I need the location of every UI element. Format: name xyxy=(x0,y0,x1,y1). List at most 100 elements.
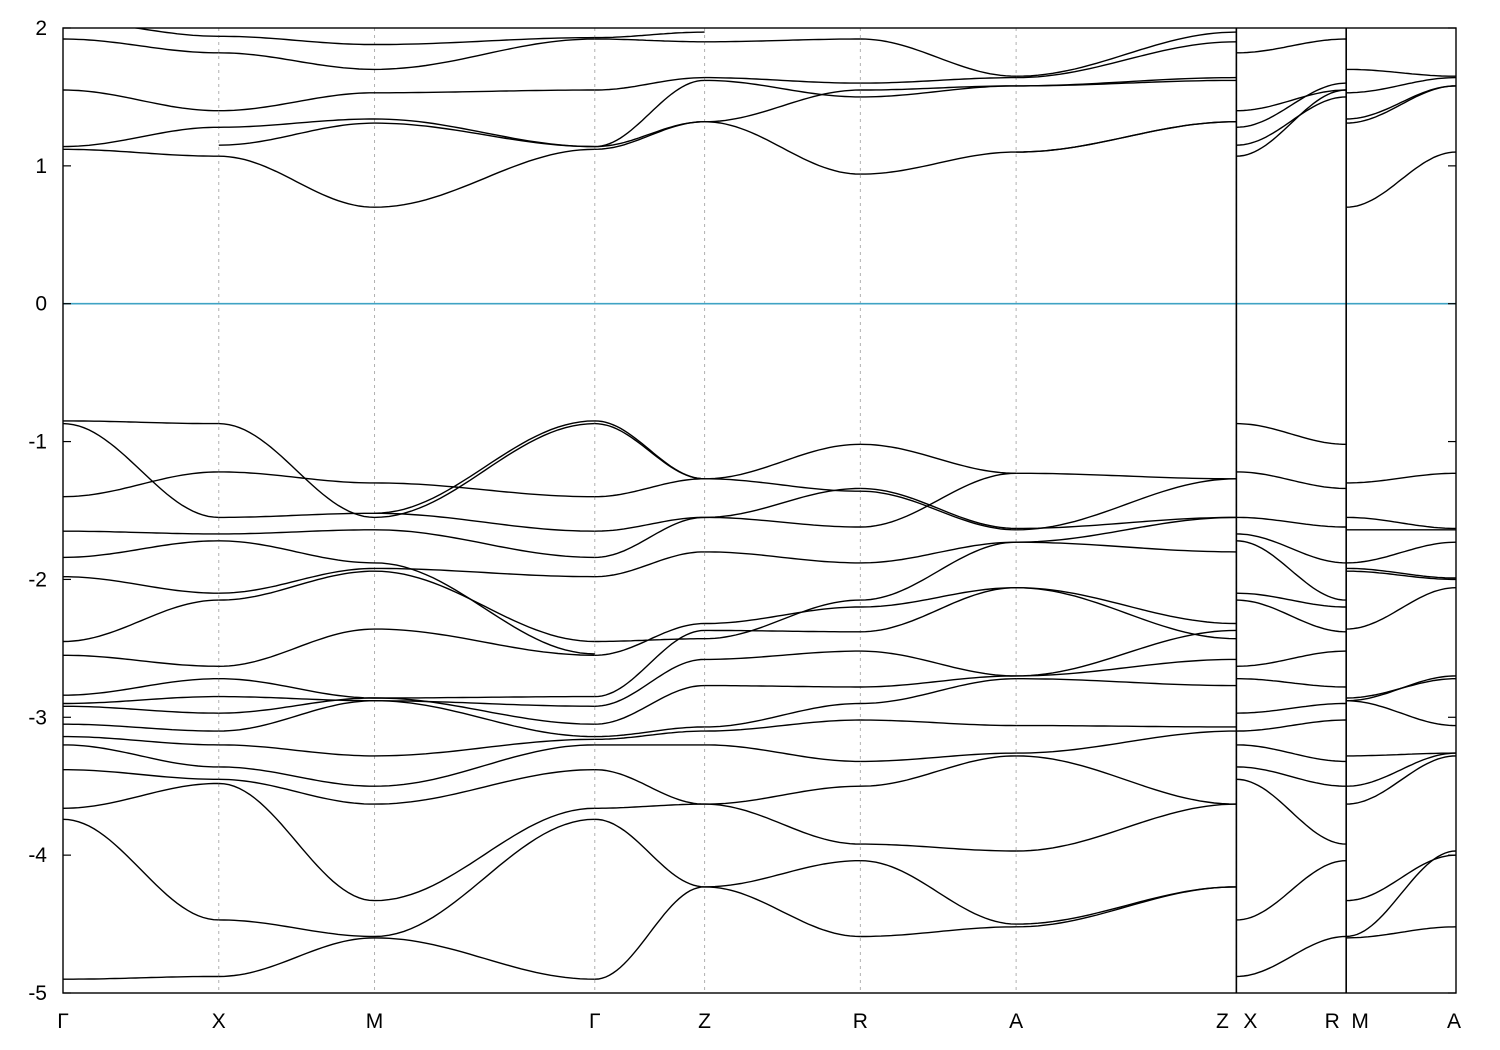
y-axis-ticks: -5 -4 -3 -2 -1 0 1 2 xyxy=(28,17,1456,1005)
band-curve xyxy=(1016,121,1237,153)
band-curve xyxy=(1016,803,1237,852)
band-curve xyxy=(63,735,219,746)
band-curve xyxy=(704,785,861,805)
band-curve xyxy=(1236,766,1347,787)
band-curve xyxy=(374,700,595,738)
band-curve xyxy=(1016,629,1237,677)
kpath-label: R xyxy=(853,1010,868,1033)
band-curve xyxy=(704,443,861,480)
band-curve xyxy=(860,752,1017,763)
band-curve xyxy=(704,702,861,728)
band-curve xyxy=(704,606,861,625)
band-curve xyxy=(218,919,375,938)
y-tick-label: -2 xyxy=(28,568,47,591)
band-curve xyxy=(218,766,375,787)
y-tick-label: -1 xyxy=(28,431,47,454)
band-curve xyxy=(860,755,1017,787)
band-curve xyxy=(1236,678,1347,688)
band-curve xyxy=(374,769,595,805)
band-curve xyxy=(1236,533,1347,564)
band-curve xyxy=(63,599,219,643)
band-curve xyxy=(860,541,1017,564)
band-curve xyxy=(704,38,861,43)
kpath-label: Z xyxy=(1216,1010,1229,1033)
band-curve xyxy=(1016,658,1237,677)
band-curve xyxy=(1346,755,1456,805)
band-curve xyxy=(1346,587,1456,630)
band-curve xyxy=(1346,541,1456,564)
band-curve xyxy=(1016,41,1237,79)
band-curve xyxy=(1236,702,1347,714)
band-curve xyxy=(374,570,595,643)
band-curves xyxy=(63,28,1456,980)
kpath-label: Γ xyxy=(57,1010,69,1033)
band-curve xyxy=(1236,935,1347,978)
band-curve xyxy=(374,628,595,656)
band-curve xyxy=(1236,592,1347,608)
band-curve xyxy=(594,79,705,148)
band-curve xyxy=(63,89,219,112)
band-curve xyxy=(704,860,861,888)
band-curve xyxy=(860,587,1017,608)
band-curve xyxy=(374,807,595,902)
band-curve xyxy=(218,570,375,601)
band-curve xyxy=(1016,724,1237,728)
band-curve xyxy=(218,471,375,484)
band-curve xyxy=(860,443,1017,474)
band-curve xyxy=(594,726,705,738)
band-curve xyxy=(218,678,375,699)
kpath-label: Γ xyxy=(589,1010,601,1033)
band-curve xyxy=(1236,82,1347,128)
band-curve xyxy=(1016,516,1237,530)
band-curve xyxy=(1236,89,1347,112)
band-curve xyxy=(860,38,1017,77)
band-curve xyxy=(1346,570,1456,581)
band-curve xyxy=(594,730,705,740)
band-curve xyxy=(63,769,219,780)
band-curve xyxy=(594,38,705,43)
band-curve xyxy=(594,422,705,480)
band-curve xyxy=(374,937,595,980)
kpath-gridlines xyxy=(218,28,1347,993)
band-curve xyxy=(1346,752,1456,787)
band-curve xyxy=(63,695,219,705)
band-curve xyxy=(218,529,375,535)
band-curve xyxy=(374,422,595,519)
band-curve xyxy=(860,487,1017,530)
band-curve xyxy=(218,122,375,146)
band-curve xyxy=(1346,68,1456,77)
band-curve xyxy=(860,85,1017,98)
band-curve xyxy=(594,803,705,809)
band-curve xyxy=(374,700,595,707)
band-curve xyxy=(1236,540,1347,601)
band-curve xyxy=(374,695,595,699)
band-curve xyxy=(1346,516,1456,530)
band-curve xyxy=(860,472,1017,528)
band-curve xyxy=(63,782,219,809)
band-curve xyxy=(704,478,861,492)
band-curve xyxy=(218,567,375,594)
band-curve xyxy=(1346,854,1456,902)
band-curve xyxy=(1346,752,1456,757)
band-curve xyxy=(704,629,861,633)
band-curve xyxy=(1016,516,1237,543)
band-curve xyxy=(594,886,705,980)
band-curve xyxy=(1016,541,1237,553)
band-curve xyxy=(1236,38,1347,54)
band-curve xyxy=(860,678,1017,705)
band-curve xyxy=(63,148,219,157)
band-curve xyxy=(1236,719,1347,732)
band-curve xyxy=(704,551,861,564)
band-curve xyxy=(218,695,375,702)
kpath-label: R xyxy=(1325,1010,1340,1033)
band-curve xyxy=(860,650,1017,677)
band-curve xyxy=(704,516,861,528)
band-curve xyxy=(1236,89,1347,157)
kpath-label: X xyxy=(212,1010,226,1033)
kpath-label: M xyxy=(366,1010,384,1033)
band-curve xyxy=(1016,478,1237,531)
band-curve xyxy=(218,422,375,519)
band-curve xyxy=(63,471,219,498)
band-curve xyxy=(63,818,219,921)
